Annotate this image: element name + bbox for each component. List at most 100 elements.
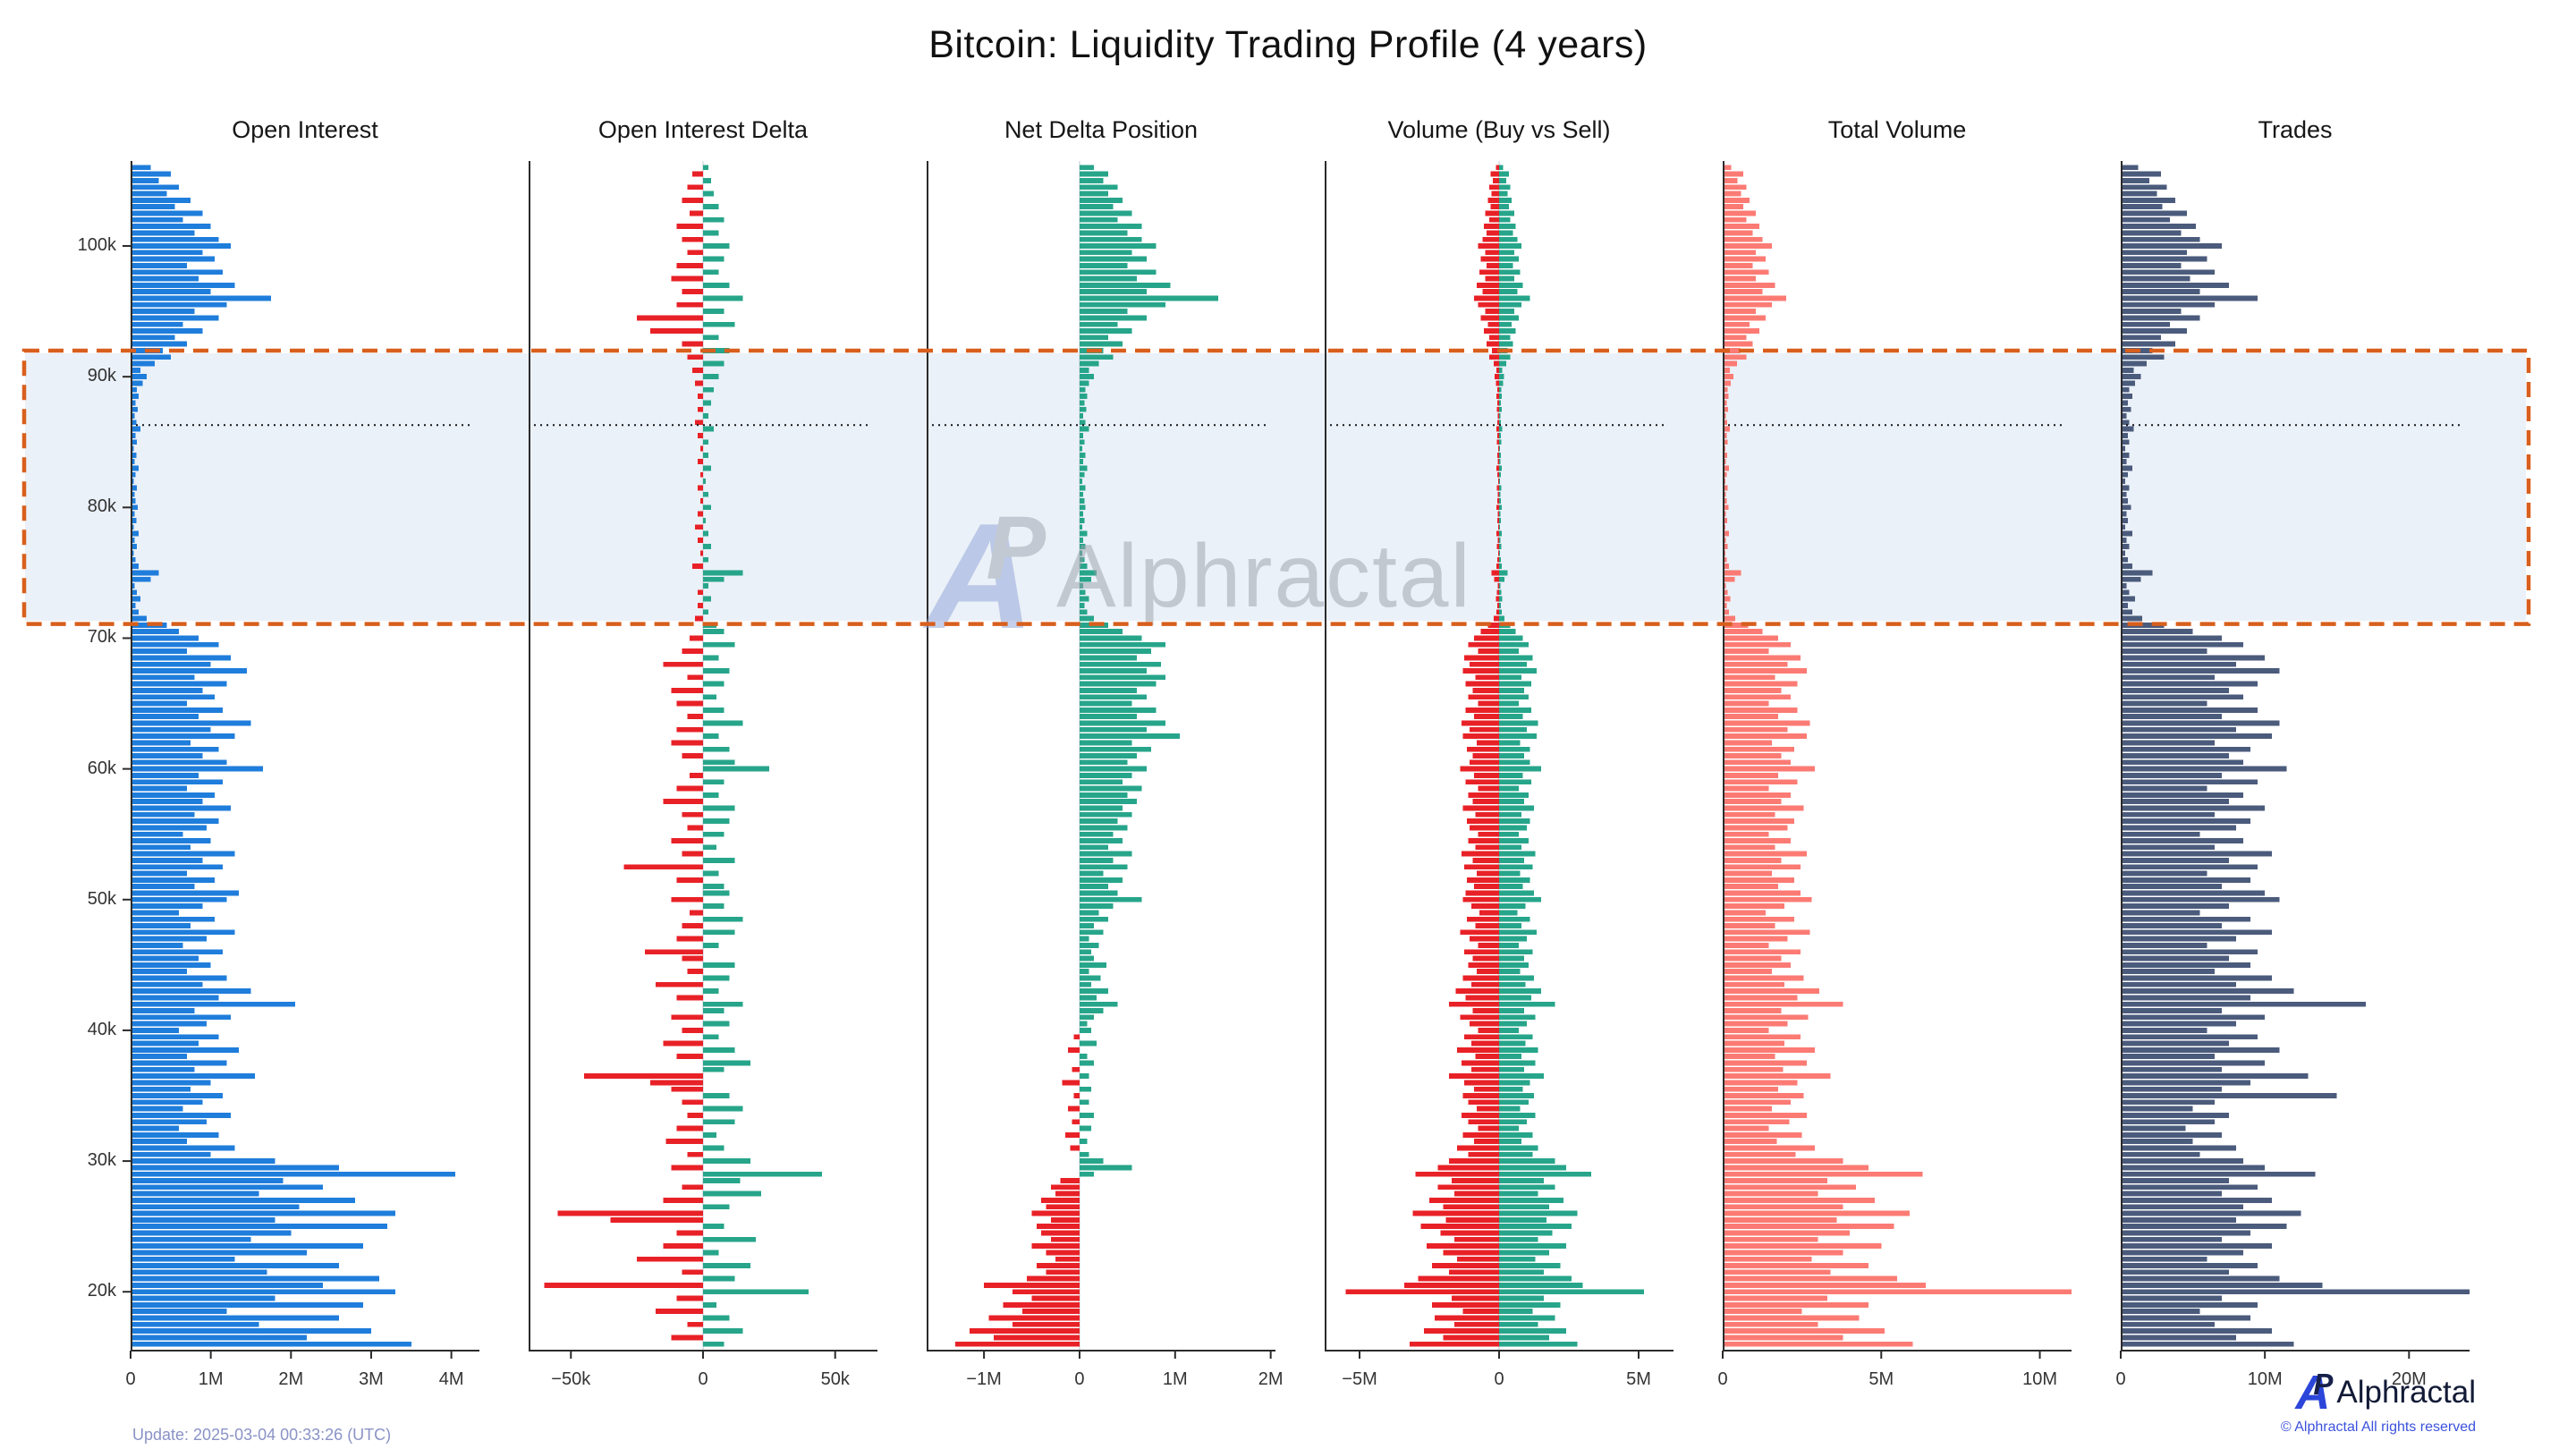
bar <box>1723 1171 1923 1177</box>
bar <box>1723 700 1769 707</box>
bar <box>1499 564 1503 569</box>
bar <box>2121 858 2229 863</box>
bar <box>1494 576 1499 582</box>
bar <box>1079 224 1142 229</box>
bar <box>1079 661 1161 667</box>
bar <box>703 1131 716 1138</box>
bar <box>2121 674 2215 681</box>
bar <box>1079 1014 1094 1021</box>
bar <box>1723 714 1779 720</box>
bar <box>1499 864 1533 870</box>
bar <box>1723 1131 1802 1138</box>
bar <box>637 1256 703 1262</box>
bar <box>1723 811 1775 818</box>
bar <box>703 1046 735 1053</box>
bar <box>665 1139 703 1145</box>
bar <box>1499 544 1502 550</box>
bar <box>1723 655 1801 661</box>
bar <box>1050 1184 1080 1191</box>
bar <box>2121 1158 2243 1164</box>
bar <box>1723 792 1792 798</box>
bar <box>676 1054 703 1060</box>
bar <box>703 1034 719 1040</box>
bar <box>1079 479 1083 484</box>
bar <box>1031 1243 1080 1249</box>
bar <box>703 733 719 739</box>
bar <box>1723 923 1775 928</box>
bar <box>131 641 219 648</box>
bar <box>2121 1131 2222 1138</box>
bar <box>2121 668 2280 674</box>
bar <box>1499 1256 1536 1262</box>
bar <box>703 766 769 772</box>
bar <box>2121 1250 2243 1256</box>
bar <box>2121 426 2134 432</box>
bar <box>1079 995 1097 1001</box>
bar <box>1079 818 1118 824</box>
bar <box>1079 668 1147 674</box>
bar <box>703 858 735 863</box>
bar <box>1723 197 1750 203</box>
bar <box>1046 1204 1080 1210</box>
bar <box>692 564 703 569</box>
bar <box>1723 1243 1882 1249</box>
bar <box>131 1073 255 1079</box>
x-tick-label: 2M <box>278 1369 303 1389</box>
bar <box>2121 1113 2229 1118</box>
bar <box>1079 556 1085 563</box>
bar <box>131 1295 275 1301</box>
bar <box>1723 759 1792 766</box>
bar <box>1723 328 1759 334</box>
bar <box>988 1315 1080 1321</box>
bar <box>1496 452 1499 458</box>
bar <box>1723 321 1750 327</box>
bar <box>1723 746 1794 752</box>
bar <box>1723 884 1779 890</box>
x-tick-label: −50k <box>551 1369 591 1389</box>
bar <box>1079 707 1157 713</box>
bar <box>1723 720 1810 726</box>
bar <box>131 1204 300 1210</box>
bar <box>1079 1151 1089 1157</box>
bar <box>1723 975 1804 981</box>
bar <box>131 570 159 576</box>
bar <box>1079 700 1132 707</box>
bar <box>1475 1054 1499 1060</box>
bar <box>1499 615 1505 622</box>
bar <box>1487 622 1499 628</box>
bar <box>1477 740 1499 746</box>
bar <box>676 301 703 308</box>
bar <box>2121 570 2153 576</box>
bar <box>690 773 703 778</box>
bar <box>131 321 183 327</box>
bar <box>1470 1021 1499 1027</box>
bar <box>1079 367 1089 373</box>
bar <box>1499 805 1534 811</box>
bar <box>131 700 187 707</box>
bar <box>1723 870 1772 877</box>
bar <box>1497 603 1499 608</box>
bar <box>703 360 724 367</box>
bar <box>1499 1093 1534 1098</box>
bar <box>544 1283 703 1288</box>
bar <box>1496 564 1499 569</box>
bar <box>703 831 724 837</box>
bar <box>1499 831 1519 837</box>
bar <box>698 511 703 517</box>
bar <box>2121 1014 2266 1021</box>
bar <box>131 831 183 837</box>
bar <box>1485 210 1499 216</box>
bar <box>2121 1073 2309 1079</box>
bar <box>131 341 187 347</box>
bar <box>131 1040 199 1046</box>
bar <box>2121 1171 2316 1177</box>
bar <box>1470 825 1499 831</box>
bar <box>131 681 227 687</box>
bar <box>1496 518 1499 523</box>
bar <box>2121 740 2215 746</box>
bar <box>1079 615 1094 622</box>
bar <box>1723 348 1741 353</box>
bar <box>1723 1321 1818 1327</box>
bar <box>2121 269 2215 275</box>
bar <box>1497 511 1499 517</box>
